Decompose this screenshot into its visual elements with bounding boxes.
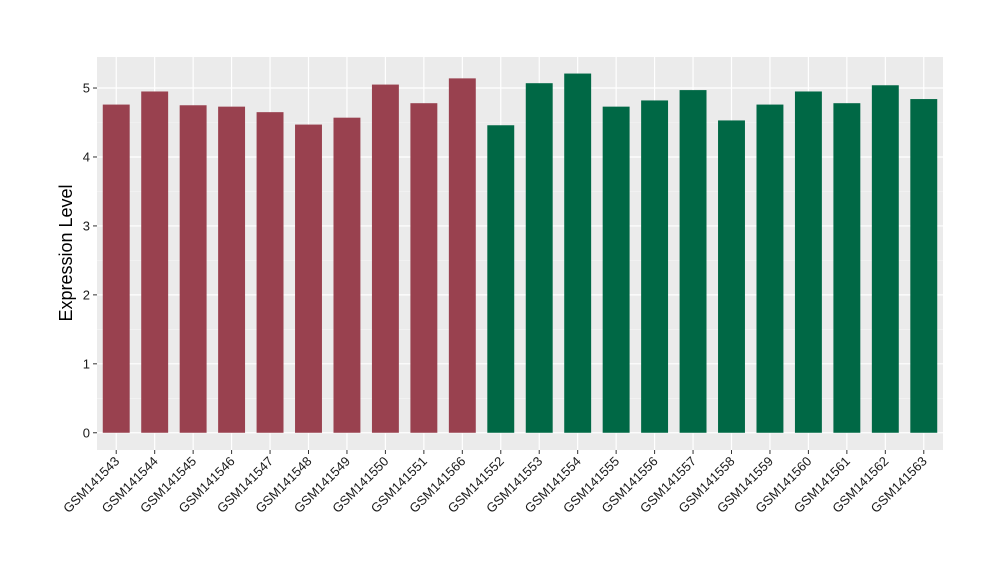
y-axis: 0 1 2 3 4 5 [83, 81, 97, 440]
y-axis-title: Expression Level [56, 184, 76, 321]
bar-GSM141549 [333, 117, 361, 433]
bars [102, 73, 938, 433]
bar-GSM141543 [102, 104, 130, 433]
bar-GSM141566 [448, 78, 476, 433]
y-tick-label: 5 [83, 81, 90, 96]
bar-GSM141555 [602, 106, 630, 433]
bar-GSM141548 [295, 124, 322, 433]
bar-GSM141544 [141, 91, 169, 433]
y-tick-label: 4 [83, 149, 90, 164]
y-tick-label: 0 [83, 425, 90, 440]
bar-GSM141559 [756, 104, 784, 433]
bar-GSM141552 [487, 125, 515, 433]
bar-GSM141545 [179, 105, 207, 433]
bar-GSM141561 [833, 103, 861, 433]
bar-GSM141562 [871, 85, 899, 433]
bar-GSM141550 [371, 84, 399, 433]
bar-GSM141546 [218, 106, 246, 433]
y-tick-label: 2 [83, 287, 90, 302]
x-axis: GSM141543GSM141544GSM141545GSM141546GSM1… [60, 450, 930, 516]
bar-GSM141554 [564, 73, 592, 433]
y-tick-label: 3 [83, 218, 90, 233]
bar-GSM141556 [641, 100, 669, 433]
bar-GSM141560 [794, 91, 822, 433]
bar-GSM141558 [718, 120, 745, 433]
bar-GSM141557 [679, 90, 707, 433]
bar-GSM141547 [256, 112, 284, 433]
bar-GSM141563 [910, 99, 938, 433]
bar-GSM141553 [525, 83, 553, 433]
y-tick-label: 1 [83, 356, 90, 371]
bar-GSM141551 [410, 103, 438, 433]
